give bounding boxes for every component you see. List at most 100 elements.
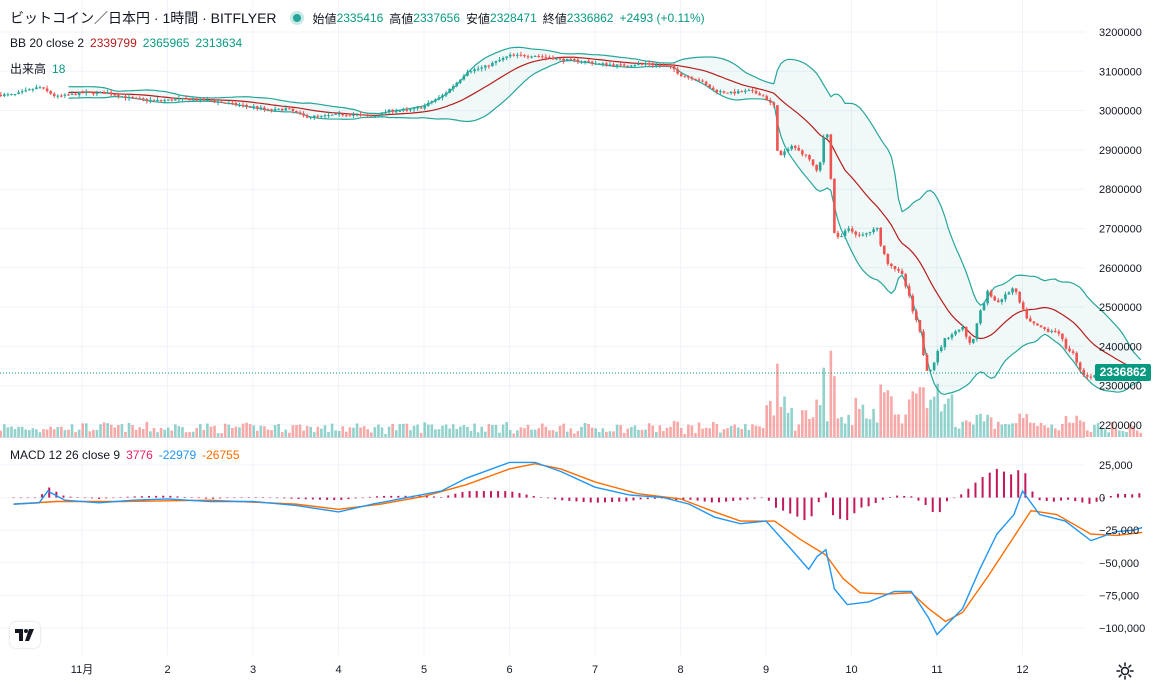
volume-bar <box>679 427 683 437</box>
candle-body <box>1053 330 1057 332</box>
macd-histogram-bar <box>347 497 350 500</box>
candle-body <box>711 87 715 90</box>
candle-body <box>811 159 815 166</box>
volume-bar <box>138 427 142 437</box>
macd-histogram-bar <box>354 497 357 499</box>
macd-histogram-bar <box>839 497 842 519</box>
close-value: 2336862 <box>566 11 614 25</box>
volume-bar <box>964 420 968 437</box>
volume-bar <box>555 431 558 437</box>
volume-bar <box>426 424 430 437</box>
macd-histogram-bar <box>568 497 571 501</box>
candle-body <box>722 91 726 93</box>
volume-bar <box>672 420 676 437</box>
macd-histogram-bar <box>682 497 685 501</box>
volume-bar <box>245 422 248 437</box>
candle-body <box>430 101 434 103</box>
macd-histogram-bar <box>1074 497 1077 502</box>
macd-histogram-bar <box>83 497 86 499</box>
volume-bar <box>1075 415 1078 437</box>
candle-body <box>0 94 3 97</box>
candle-body <box>583 61 587 63</box>
volume-bar <box>1082 421 1086 437</box>
low-label: 安値 <box>466 11 491 26</box>
candle-body <box>298 112 302 114</box>
volume-bar <box>626 428 630 437</box>
volume-bar <box>833 376 836 437</box>
candle-body <box>929 370 932 372</box>
tradingview-logo-icon[interactable] <box>10 622 40 648</box>
macd-histogram-bar <box>575 497 578 502</box>
candle-body <box>989 290 993 297</box>
candle-body <box>1050 330 1054 332</box>
volume-bar <box>1068 422 1071 437</box>
candle-body <box>761 95 765 97</box>
volume-bar <box>1039 422 1043 437</box>
candle-body <box>184 97 188 99</box>
candle-body <box>177 98 181 100</box>
candle-body <box>152 99 156 101</box>
macd-histogram-bar <box>1131 494 1134 498</box>
candle-body <box>551 57 555 60</box>
macd-histogram-bar <box>710 497 713 503</box>
bb-lower-line <box>68 59 1142 396</box>
macd-histogram-bar <box>639 497 642 500</box>
macd-histogram-bar <box>1017 470 1020 498</box>
candle-body <box>95 92 99 94</box>
macd-histogram-bar <box>447 495 450 498</box>
volume-bar <box>943 403 947 437</box>
volume-bar <box>444 424 448 437</box>
price-tick-label: 3100000 <box>1099 66 1142 78</box>
volume-bar <box>3 424 6 437</box>
volume-bar <box>209 426 213 437</box>
macd-histogram-bar <box>482 491 485 498</box>
volume-bar <box>63 430 67 437</box>
candle-body <box>996 300 1000 303</box>
price-axis: 3200000 3100000 3000000 2900000 2800000 27000… <box>1099 27 1142 432</box>
macd-histogram-bar <box>1059 497 1062 501</box>
symbol-title[interactable]: ビットコイン／日本円 · 1時間 · BITFLYER <box>10 10 277 26</box>
volume-bar <box>882 392 886 437</box>
volume-bar <box>241 423 245 437</box>
macd-histogram-bar <box>974 482 977 498</box>
volume-bar <box>622 432 626 437</box>
candle-body <box>345 115 348 117</box>
low-value: 2328471 <box>490 11 537 25</box>
volume-legend[interactable]: 出来高 18 <box>10 60 65 77</box>
volume-bar <box>922 387 925 437</box>
candle-body <box>858 234 861 236</box>
candle-body <box>263 107 266 110</box>
volume-bar <box>704 427 708 437</box>
macd-histogram-bar <box>461 492 464 498</box>
volume-bar <box>49 426 52 437</box>
macd-histogram-bar <box>725 497 728 502</box>
volume-bar <box>248 424 252 437</box>
candle-body <box>836 232 840 237</box>
macd-legend[interactable]: MACD 12 26 close 9 3776 -22979 -26755 <box>10 448 240 462</box>
volume-bar <box>968 421 972 437</box>
candle-body <box>405 109 409 111</box>
candle-body <box>925 355 929 371</box>
volume-bar <box>56 427 60 437</box>
volume-bar <box>687 424 690 437</box>
candle-body <box>530 56 533 58</box>
candle-body <box>822 137 826 163</box>
candle-body <box>206 99 209 101</box>
volume-bar <box>900 423 904 437</box>
bb-legend[interactable]: BB 20 close 2 2339799 2365965 2313634 <box>10 36 242 50</box>
candle-body <box>605 63 608 66</box>
volume-bar <box>345 431 348 437</box>
time-tick-label: 9 <box>763 664 769 676</box>
volume-bar <box>558 425 562 437</box>
volume-bar <box>77 429 81 437</box>
candle-body <box>626 65 630 67</box>
settings-gear-icon[interactable] <box>1115 661 1135 681</box>
macd-histogram-bar <box>19 497 22 499</box>
time-tick-label: 5 <box>421 664 427 676</box>
volume-bar <box>936 383 940 437</box>
volume-bar <box>355 423 359 437</box>
volume-bar <box>1107 432 1111 437</box>
candle-body <box>562 58 565 61</box>
time-axis: 11月 2 3 4 5 6 7 8 9 10 11 12 <box>71 664 1029 676</box>
